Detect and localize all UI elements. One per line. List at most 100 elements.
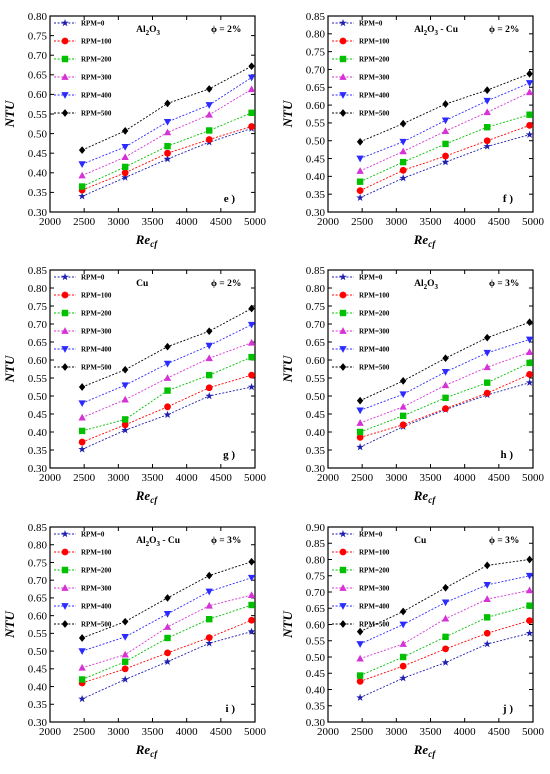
data-point bbox=[247, 321, 256, 329]
data-point bbox=[442, 354, 449, 363]
x-axis-label-main: Re bbox=[135, 742, 151, 757]
data-point bbox=[356, 627, 364, 636]
data-point bbox=[525, 378, 534, 386]
y-tick-label: 0.70 bbox=[28, 50, 48, 62]
legend-entry: RPM=100 bbox=[81, 292, 112, 300]
x-axis-label: Recf bbox=[413, 232, 436, 249]
y-tick-label: 0.85 bbox=[306, 538, 326, 550]
data-point bbox=[399, 653, 407, 661]
data-point bbox=[441, 658, 450, 666]
legend-entry: RPM=400 bbox=[81, 603, 112, 611]
chart-panel-4: 0.30 0.35 0.40 0.45 0.50 0.55 0.60 0.65 0.70 0.75… bbox=[2, 522, 267, 759]
legend-marker bbox=[61, 603, 69, 610]
y-tick-label: 0.30 bbox=[306, 207, 326, 219]
data-point bbox=[163, 374, 172, 381]
data-point bbox=[399, 119, 407, 128]
y-tick-label: 0.80 bbox=[306, 29, 326, 41]
legend-marker bbox=[339, 603, 347, 610]
data-point bbox=[163, 410, 172, 418]
data-point bbox=[121, 634, 129, 641]
legend-entry: RPM=0 bbox=[359, 531, 383, 539]
data-point bbox=[78, 171, 86, 179]
material-label-subscript: 3 bbox=[434, 29, 438, 37]
series-fit-line bbox=[359, 559, 530, 633]
x-axis-label-subscript: cf bbox=[428, 239, 436, 249]
data-point bbox=[525, 130, 534, 138]
data-point bbox=[121, 617, 129, 626]
data-point bbox=[525, 88, 534, 96]
data-point bbox=[399, 412, 407, 419]
y-tick-label: 0.80 bbox=[28, 11, 48, 23]
data-point bbox=[121, 153, 129, 160]
data-point bbox=[78, 427, 86, 435]
x-tick-label: 3500 bbox=[420, 726, 443, 738]
data-point bbox=[164, 149, 171, 157]
legend-entry: RPM=500 bbox=[81, 621, 112, 629]
legend-marker bbox=[339, 584, 347, 591]
data-point bbox=[442, 405, 449, 412]
legend-entry: RPM=0 bbox=[359, 20, 383, 28]
data-point bbox=[205, 110, 213, 118]
x-tick-label: 5000 bbox=[522, 472, 545, 484]
data-point bbox=[247, 574, 256, 582]
data-point bbox=[205, 392, 214, 400]
data-point bbox=[356, 167, 364, 174]
data-point bbox=[164, 99, 171, 108]
series-fit-line bbox=[81, 77, 252, 165]
x-axis-label-main: Re bbox=[135, 488, 151, 503]
material-label-part: Cu bbox=[136, 279, 149, 289]
data-point bbox=[205, 588, 213, 596]
data-point bbox=[206, 371, 213, 379]
data-point bbox=[356, 434, 364, 441]
chart-panel-0: 0.30 0.35 0.40 0.45 0.50 0.55 0.60 0.65 0.70 0.75… bbox=[2, 11, 267, 249]
x-tick-label: 3000 bbox=[107, 726, 130, 738]
x-axis-label-subscript: cf bbox=[428, 749, 436, 759]
legend-marker bbox=[339, 566, 347, 574]
data-point bbox=[483, 640, 492, 648]
data-point bbox=[206, 327, 213, 336]
data-point bbox=[78, 694, 86, 703]
legend-marker bbox=[339, 548, 347, 556]
data-point bbox=[205, 102, 213, 109]
y-tick-label: 0.30 bbox=[306, 717, 326, 729]
x-axis-label: Recf bbox=[413, 488, 436, 505]
legend-marker bbox=[61, 309, 69, 317]
y-tick-label: 0.85 bbox=[306, 11, 326, 23]
data-point bbox=[356, 693, 364, 701]
legend-entry: RPM=100 bbox=[359, 38, 390, 46]
x-tick-label: 3000 bbox=[107, 472, 130, 484]
legend-marker bbox=[61, 620, 69, 628]
data-point bbox=[484, 123, 491, 131]
data-point bbox=[78, 438, 86, 446]
legend-entry: RPM=100 bbox=[81, 549, 112, 557]
panel-label: e ) bbox=[224, 193, 236, 205]
data-point bbox=[526, 359, 533, 367]
data-point bbox=[164, 403, 171, 411]
y-tick-label: 0.55 bbox=[28, 109, 48, 121]
y-tick-label: 0.50 bbox=[28, 646, 48, 658]
y-tick-label: 0.35 bbox=[28, 187, 48, 199]
material-label-subscript: 2 bbox=[424, 283, 428, 291]
legend-marker bbox=[339, 620, 347, 628]
y-tick-label: 0.75 bbox=[28, 557, 48, 569]
x-tick-label: 4500 bbox=[210, 472, 233, 484]
y-tick-label: 0.75 bbox=[306, 301, 326, 313]
y-tick-label: 0.70 bbox=[306, 319, 326, 331]
material-label-part: Al bbox=[136, 536, 146, 546]
legend-marker bbox=[339, 327, 347, 334]
x-tick-label: 2500 bbox=[73, 726, 96, 738]
x-tick-label: 5000 bbox=[522, 216, 545, 228]
chart-panel-2: 0.30 0.35 0.40 0.45 0.50 0.55 0.60 0.65 0.70 0.75… bbox=[2, 265, 267, 505]
data-point bbox=[205, 601, 213, 609]
data-point bbox=[483, 389, 491, 397]
data-point bbox=[78, 161, 86, 169]
material-label-subscript: 3 bbox=[156, 540, 160, 548]
data-point bbox=[441, 381, 450, 389]
data-point bbox=[121, 365, 129, 374]
data-point bbox=[356, 187, 364, 195]
legend-entry: RPM=200 bbox=[359, 310, 390, 318]
data-point bbox=[441, 614, 450, 622]
y-axis-label: NTU bbox=[280, 355, 295, 383]
x-axis-label-subscript: cf bbox=[150, 749, 158, 759]
data-point bbox=[164, 142, 171, 150]
